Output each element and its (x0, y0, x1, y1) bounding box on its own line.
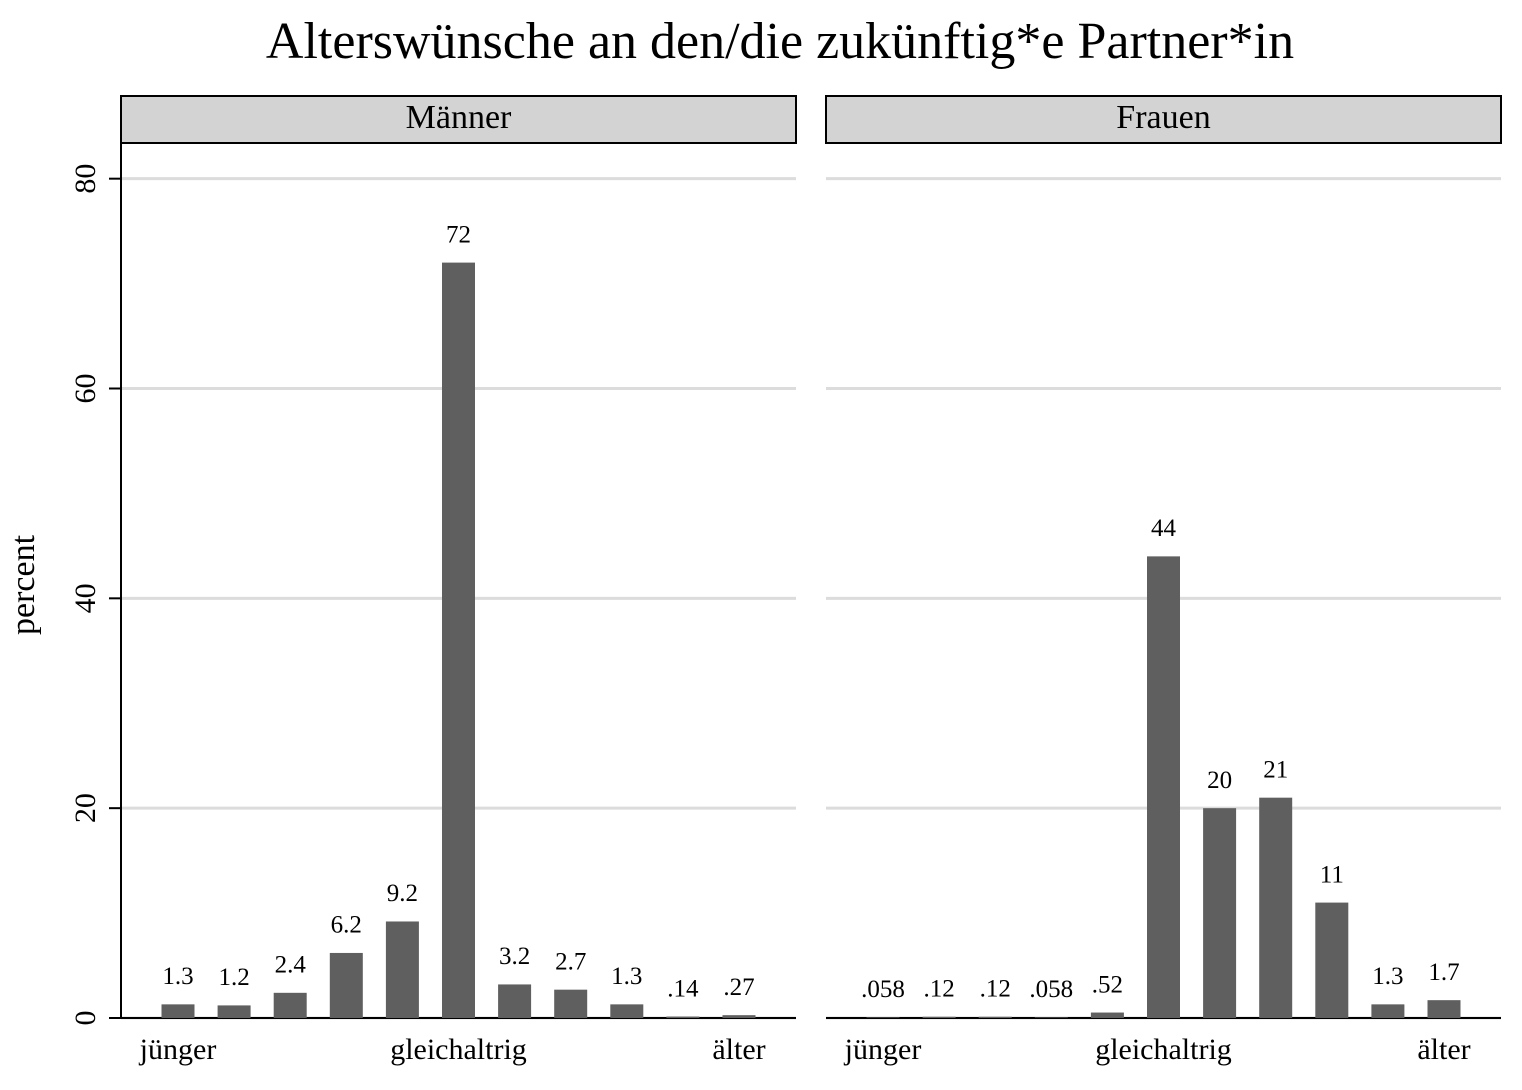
x-tick-label: jünger (139, 1033, 217, 1066)
y-tick-label: 20 (69, 793, 102, 823)
panel-title: Frauen (1116, 99, 1210, 136)
y-axis-label: percent (5, 534, 42, 635)
value-label: .058 (861, 976, 905, 1003)
y-tick-label: 0 (69, 1011, 102, 1026)
value-label: 1.7 (1428, 959, 1459, 986)
bar (1371, 1004, 1405, 1018)
y-tick-label: 40 (69, 583, 102, 613)
value-label: 44 (1151, 515, 1177, 542)
x-tick-label: älter (712, 1033, 765, 1066)
value-label: 1.3 (1372, 963, 1403, 990)
value-label: 2.7 (555, 948, 586, 975)
value-label: .27 (723, 974, 754, 1001)
bar (273, 992, 307, 1018)
value-label: .14 (667, 975, 699, 1002)
bar (385, 921, 419, 1018)
value-label: 20 (1207, 767, 1232, 794)
bar (978, 1016, 1012, 1018)
value-label: 72 (446, 221, 471, 248)
x-tick-label: gleichaltrig (390, 1033, 527, 1066)
panel-title: Männer (406, 99, 512, 136)
value-label: .058 (1029, 976, 1073, 1003)
value-label: 1.2 (218, 964, 249, 991)
y-tick-label: 80 (69, 164, 102, 194)
x-tick-label: älter (1417, 1033, 1470, 1066)
bar (217, 1005, 251, 1018)
panel-strip (825, 95, 1502, 144)
bar (498, 984, 532, 1018)
bar (161, 1004, 195, 1018)
bar (866, 1017, 900, 1018)
bar (1315, 902, 1349, 1018)
panel-strip (120, 95, 797, 144)
value-label: 2.4 (275, 952, 307, 979)
bar (1147, 556, 1180, 1018)
bar (922, 1016, 956, 1018)
bar (329, 952, 363, 1018)
bar (722, 1015, 756, 1018)
bar (1203, 808, 1237, 1018)
chart-title: Alterswünsche an den/die zukünftig*e Par… (266, 13, 1294, 70)
value-label: 1.3 (162, 963, 193, 990)
value-label: .12 (980, 975, 1011, 1002)
bar (554, 989, 588, 1018)
bar (610, 1004, 644, 1018)
bar (666, 1016, 700, 1018)
value-label: 6.2 (331, 912, 362, 939)
value-label: 3.2 (499, 943, 530, 970)
value-label: .52 (1092, 971, 1123, 998)
value-label: 1.3 (611, 963, 642, 990)
y-tick-label: 60 (69, 374, 102, 404)
bar (1090, 1012, 1124, 1018)
bar (442, 262, 475, 1018)
bar (1427, 1000, 1461, 1018)
value-label: 21 (1263, 756, 1288, 783)
value-label: .12 (923, 975, 954, 1002)
value-label: 9.2 (387, 880, 418, 907)
bar (1259, 797, 1293, 1018)
x-tick-label: gleichaltrig (1095, 1033, 1232, 1066)
bar (1034, 1017, 1068, 1018)
x-tick-label: jünger (844, 1033, 922, 1066)
value-label: 11 (1320, 861, 1344, 888)
